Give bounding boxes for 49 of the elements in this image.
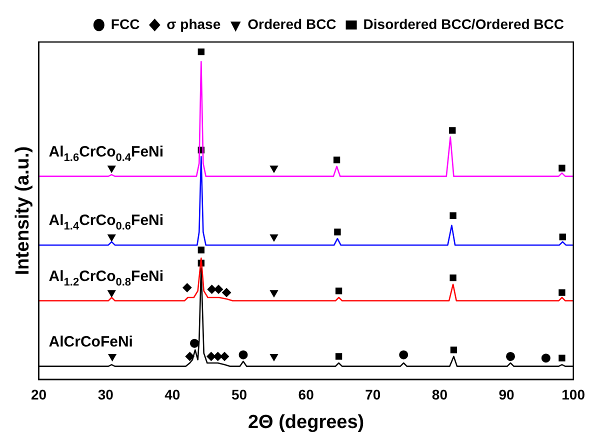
point	[108, 234, 116, 242]
point	[270, 290, 278, 298]
point	[270, 234, 278, 242]
x-tick-label: 50	[231, 386, 248, 403]
point	[541, 354, 550, 363]
point	[108, 290, 116, 298]
point	[220, 352, 230, 361]
x-tick-label: 40	[164, 386, 180, 403]
point	[558, 354, 566, 362]
point	[558, 164, 566, 172]
point	[335, 353, 342, 360]
y-axis-title: Intensity (a.u.)	[12, 146, 34, 276]
point	[108, 166, 116, 173]
point	[270, 166, 278, 173]
point	[207, 284, 216, 294]
point	[238, 350, 248, 360]
x-tick-label: 70	[365, 386, 381, 403]
x-tick-label: 90	[498, 386, 515, 403]
x-tick-label: 80	[432, 386, 448, 403]
point	[334, 228, 341, 236]
point	[399, 350, 408, 360]
legend-label: FCC	[110, 16, 140, 32]
point	[335, 288, 342, 294]
point	[222, 288, 232, 298]
x-tick-label: 100	[562, 386, 586, 403]
point	[198, 246, 204, 254]
point	[449, 127, 456, 134]
x-axis-title: 2Θ (degrees)	[248, 412, 364, 433]
point	[450, 274, 456, 282]
point	[214, 284, 224, 294]
series-label: AlCrCoFeNi	[48, 333, 133, 350]
legend-label: σ phase	[166, 16, 221, 32]
legend-label: Ordered BCC	[248, 16, 336, 32]
point	[558, 289, 566, 296]
point	[190, 338, 199, 348]
point	[333, 156, 340, 164]
point	[108, 354, 116, 361]
point	[450, 212, 456, 219]
point	[506, 352, 516, 361]
point	[185, 352, 194, 361]
x-tick-label: 30	[98, 386, 114, 403]
point	[559, 234, 566, 240]
point	[182, 283, 192, 292]
x-tick-label: 20	[31, 386, 47, 403]
point	[198, 48, 204, 56]
point	[450, 346, 458, 354]
x-tick-label: 60	[298, 386, 314, 403]
point	[270, 354, 278, 361]
legend-label: Disordered BCC/Ordered BCC	[363, 16, 564, 32]
